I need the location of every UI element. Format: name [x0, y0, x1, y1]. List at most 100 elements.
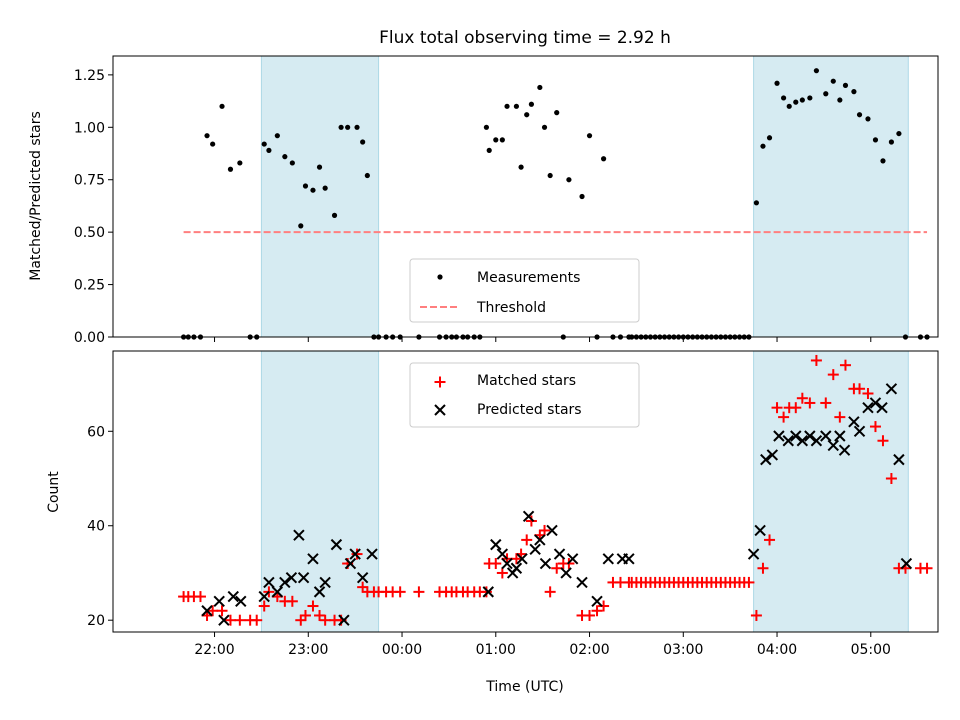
ratio-panel: 0.00 0.25 0.50 0.75 1.00 1.25 Flux total obse… — [28, 28, 939, 346]
predicted-star-point — [297, 571, 310, 584]
measurement-point — [760, 143, 766, 149]
predicted-star-point — [539, 557, 552, 570]
matched-star-point — [839, 359, 851, 371]
y-tick-label: 1.00 — [74, 120, 105, 136]
matched-star-point — [216, 605, 228, 617]
measurement-point — [227, 166, 234, 172]
predicted-star-point — [271, 586, 284, 598]
predicted-star-point — [623, 553, 635, 565]
legend-predicted-marker — [434, 404, 446, 416]
predicted-star-point — [263, 576, 275, 589]
measurement-point — [566, 177, 572, 183]
legend-measurements-label: Measurements — [477, 270, 580, 286]
measurement-point — [842, 82, 849, 88]
x-tick-label: 04:00 — [757, 642, 797, 658]
matched-star-point — [525, 515, 537, 527]
predicted-star-point — [820, 430, 832, 442]
measurement-point — [872, 137, 879, 143]
predicted-star-point — [522, 510, 535, 523]
matched-star-point — [862, 388, 874, 400]
predicted-star-point — [869, 397, 882, 409]
predicted-star-point — [482, 586, 494, 598]
predicted-star-point — [235, 595, 247, 608]
predicted-star-point — [900, 557, 913, 570]
matched-star-point — [764, 534, 776, 546]
predicted-star-point — [804, 430, 816, 442]
matched-star-point — [413, 586, 425, 598]
matched-star-point — [750, 609, 762, 621]
predicted-star-point — [747, 548, 760, 560]
predicted-star-point — [576, 576, 588, 589]
observing-window-span — [753, 55, 909, 338]
matched-star-point — [194, 591, 206, 603]
predicted-star-point — [356, 571, 369, 584]
matched-star-point — [521, 534, 533, 546]
x-axis-label: Time (UTC) — [485, 679, 563, 695]
x-tick-label: 02:00 — [569, 642, 609, 658]
predicted-star-point — [201, 605, 213, 617]
predicted-star-point — [885, 383, 898, 395]
matched-star-point — [286, 595, 298, 607]
measurement-point — [579, 193, 585, 200]
measurement-point — [504, 103, 510, 109]
matched-star-point — [584, 609, 596, 621]
measurement-point — [322, 185, 328, 191]
predicted-star-point — [553, 548, 566, 560]
x-tick-label: 03:00 — [663, 642, 703, 658]
predicted-star-point — [279, 576, 291, 589]
matched-star-point — [251, 614, 263, 626]
x-tick-label: 22:00 — [194, 642, 234, 658]
predicted-star-point — [501, 557, 513, 570]
predicted-star-point — [790, 430, 802, 442]
predicted-stars-points — [201, 383, 913, 626]
count-axes-frame — [112, 350, 939, 633]
measurement-point — [354, 124, 360, 130]
measurement-point — [600, 156, 607, 162]
count-x-ticks: 22:00 23:00 00:00 01:00 02:00 03:00 04:00 05:00 — [194, 632, 891, 658]
measurement-point — [261, 141, 267, 147]
predicted-star-point — [838, 444, 851, 456]
predicted-star-point — [862, 401, 874, 414]
predicted-star-point — [796, 435, 809, 447]
matched-star-point — [885, 473, 897, 485]
matched-stars-points — [178, 354, 933, 626]
matched-star-point — [743, 576, 755, 588]
measurement-point — [486, 147, 492, 153]
count-panel: 20 40 60 22:00 23:00 00:00 01:00 02:00 03:00 04:… — [46, 350, 939, 695]
ratio-axes-frame — [112, 55, 939, 338]
measurement-point — [316, 164, 323, 170]
predicted-star-point — [258, 590, 270, 603]
predicted-star-point — [546, 524, 558, 537]
predicted-star-point — [810, 435, 823, 447]
measurement-point — [586, 133, 593, 139]
measurement-point — [865, 116, 871, 122]
predicted-star-point — [319, 576, 331, 589]
matched-star-point — [810, 354, 822, 366]
x-tick-label: 05:00 — [851, 642, 891, 658]
predicted-star-point — [349, 548, 361, 560]
y-tick-label: 0.00 — [74, 330, 105, 346]
count-legend: Matched stars Predicted stars — [409, 362, 640, 428]
matched-star-point — [480, 586, 492, 598]
measurement-point — [793, 99, 799, 105]
measurement-point — [483, 124, 490, 130]
matched-star-point — [510, 553, 522, 565]
measurement-point — [274, 133, 280, 139]
predicted-star-point — [213, 595, 225, 608]
matched-star-point — [757, 562, 769, 574]
count-y-axis-label: Count — [46, 471, 62, 513]
predicted-star-point — [766, 449, 779, 461]
x-tick-label: 23:00 — [288, 642, 328, 658]
predicted-star-point — [330, 538, 343, 551]
x-tick-label: 00:00 — [382, 642, 422, 658]
predicted-star-point — [293, 529, 305, 541]
ratio-legend-box — [409, 258, 640, 323]
matched-star-point — [496, 567, 508, 579]
count-y-ticks: 20 40 60 — [87, 424, 113, 629]
matched-star-point — [295, 614, 307, 626]
measurement-point — [823, 91, 829, 97]
predicted-star-point — [560, 567, 572, 579]
predicted-star-point — [848, 416, 860, 428]
matched-star-point — [314, 609, 326, 621]
predicted-star-point — [893, 453, 905, 466]
